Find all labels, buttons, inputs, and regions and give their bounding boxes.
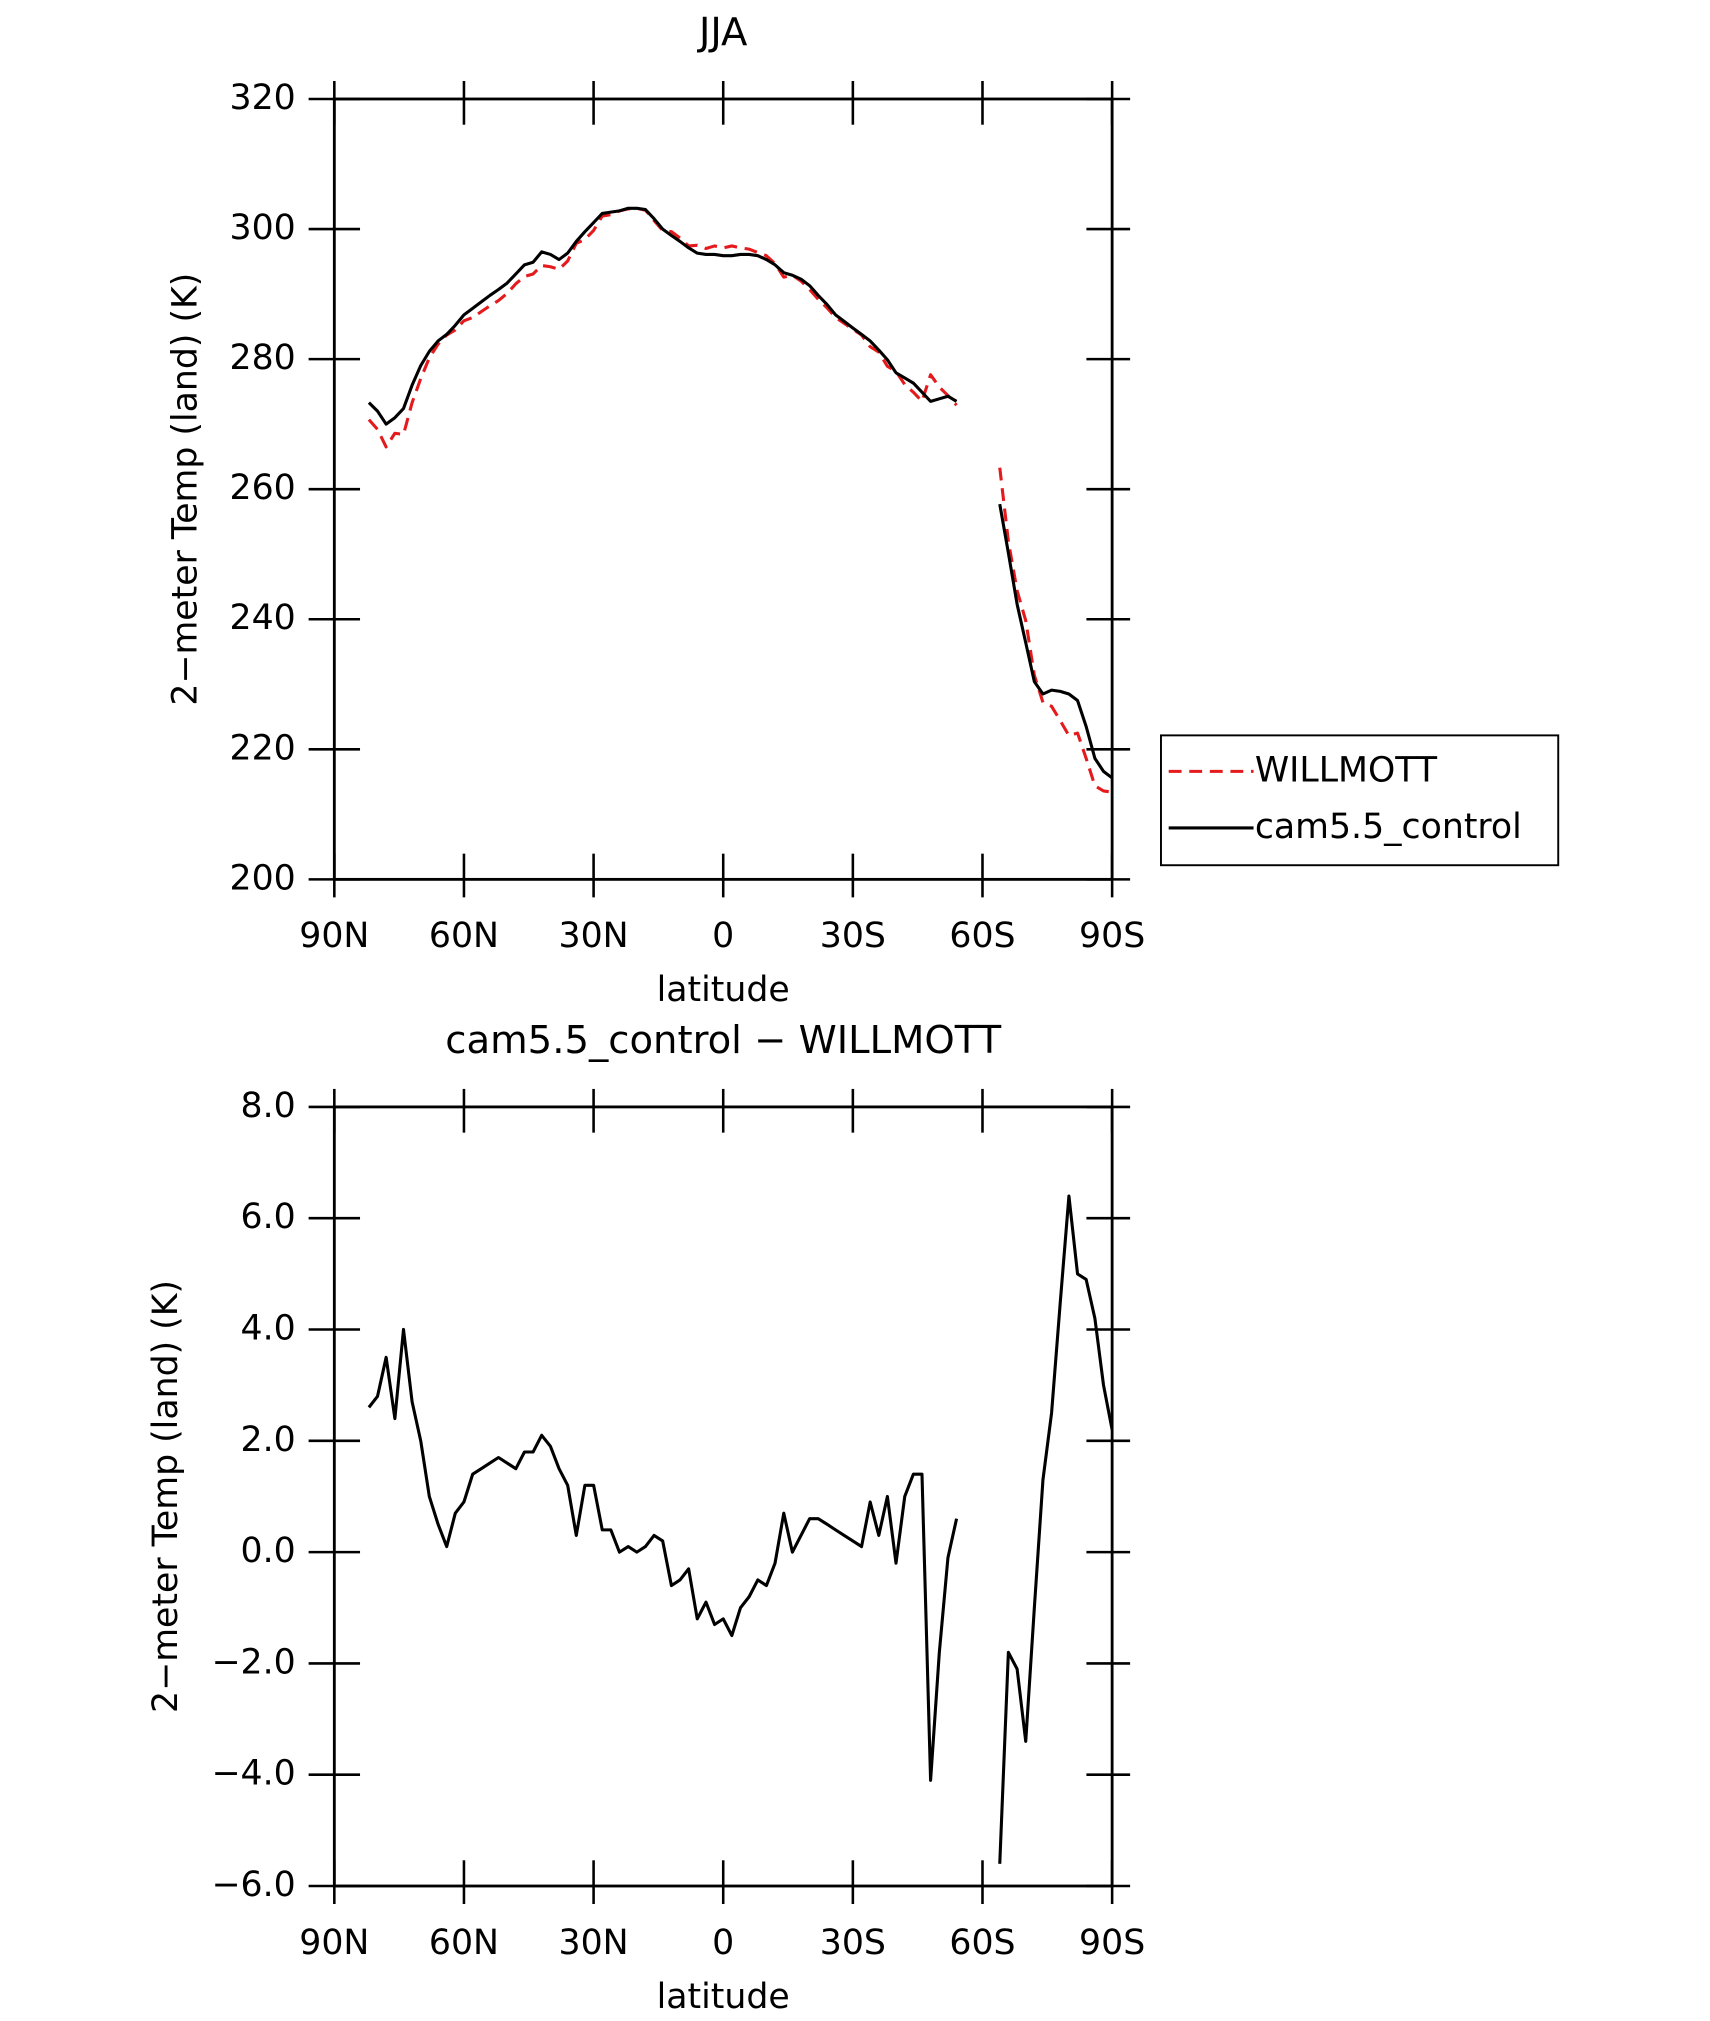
x-tick-label: 90N <box>299 1923 369 1963</box>
y-tick-label: −6.0 <box>211 1865 295 1905</box>
y-axis-label: 2−meter Temp (land) (K) <box>165 273 205 706</box>
y-tick-label: 6.0 <box>241 1197 296 1237</box>
y-tick-label: 8.0 <box>241 1086 296 1126</box>
y-tick-label: −4.0 <box>211 1754 295 1794</box>
series-line <box>367 1194 1114 1864</box>
y-tick-label: 0.0 <box>241 1531 296 1571</box>
y-tick-label: 220 <box>230 728 296 768</box>
legend-box <box>1160 734 1560 867</box>
series-line <box>367 206 1113 794</box>
x-tick-label: 0 <box>712 1923 734 1963</box>
y-tick-label: 320 <box>230 78 296 118</box>
x-tick-label: 60S <box>949 916 1015 956</box>
x-axis-label: latitude <box>657 970 790 1010</box>
chart-title: JJA <box>697 10 748 55</box>
legend-label: WILLMOTT <box>1255 750 1438 790</box>
x-tick-label: 90S <box>1079 1923 1145 1963</box>
x-tick-label: 60N <box>429 916 499 956</box>
plot-frame <box>332 97 1114 881</box>
y-tick-label: 200 <box>230 858 296 898</box>
x-tick-label: 60S <box>949 1923 1015 1963</box>
x-tick-label: 90N <box>299 916 369 956</box>
y-tick-label: −2.0 <box>211 1642 295 1682</box>
x-tick-label: 30N <box>559 1923 629 1963</box>
x-tick-label: 90S <box>1079 916 1145 956</box>
x-tick-label: 30S <box>820 1923 886 1963</box>
x-tick-label: 0 <box>712 916 734 956</box>
y-tick-label: 240 <box>230 598 296 638</box>
y-tick-label: 280 <box>230 338 296 378</box>
y-tick-label: 2.0 <box>241 1420 296 1460</box>
series-line <box>367 206 1114 780</box>
y-tick-label: 260 <box>230 468 296 508</box>
x-axis-label: latitude <box>657 1977 790 2017</box>
y-axis-label: 2−meter Temp (land) (K) <box>146 1280 186 1713</box>
x-tick-label: 60N <box>429 1923 499 1963</box>
y-tick-label: 300 <box>230 208 296 248</box>
plot-frame <box>332 1105 1114 1888</box>
chart-title: cam5.5_control − WILLMOTT <box>445 1018 1001 1063</box>
x-tick-label: 30S <box>820 916 886 956</box>
y-tick-label: 4.0 <box>241 1309 296 1349</box>
x-tick-label: 30N <box>559 916 629 956</box>
legend-label: cam5.5_control <box>1255 807 1522 847</box>
